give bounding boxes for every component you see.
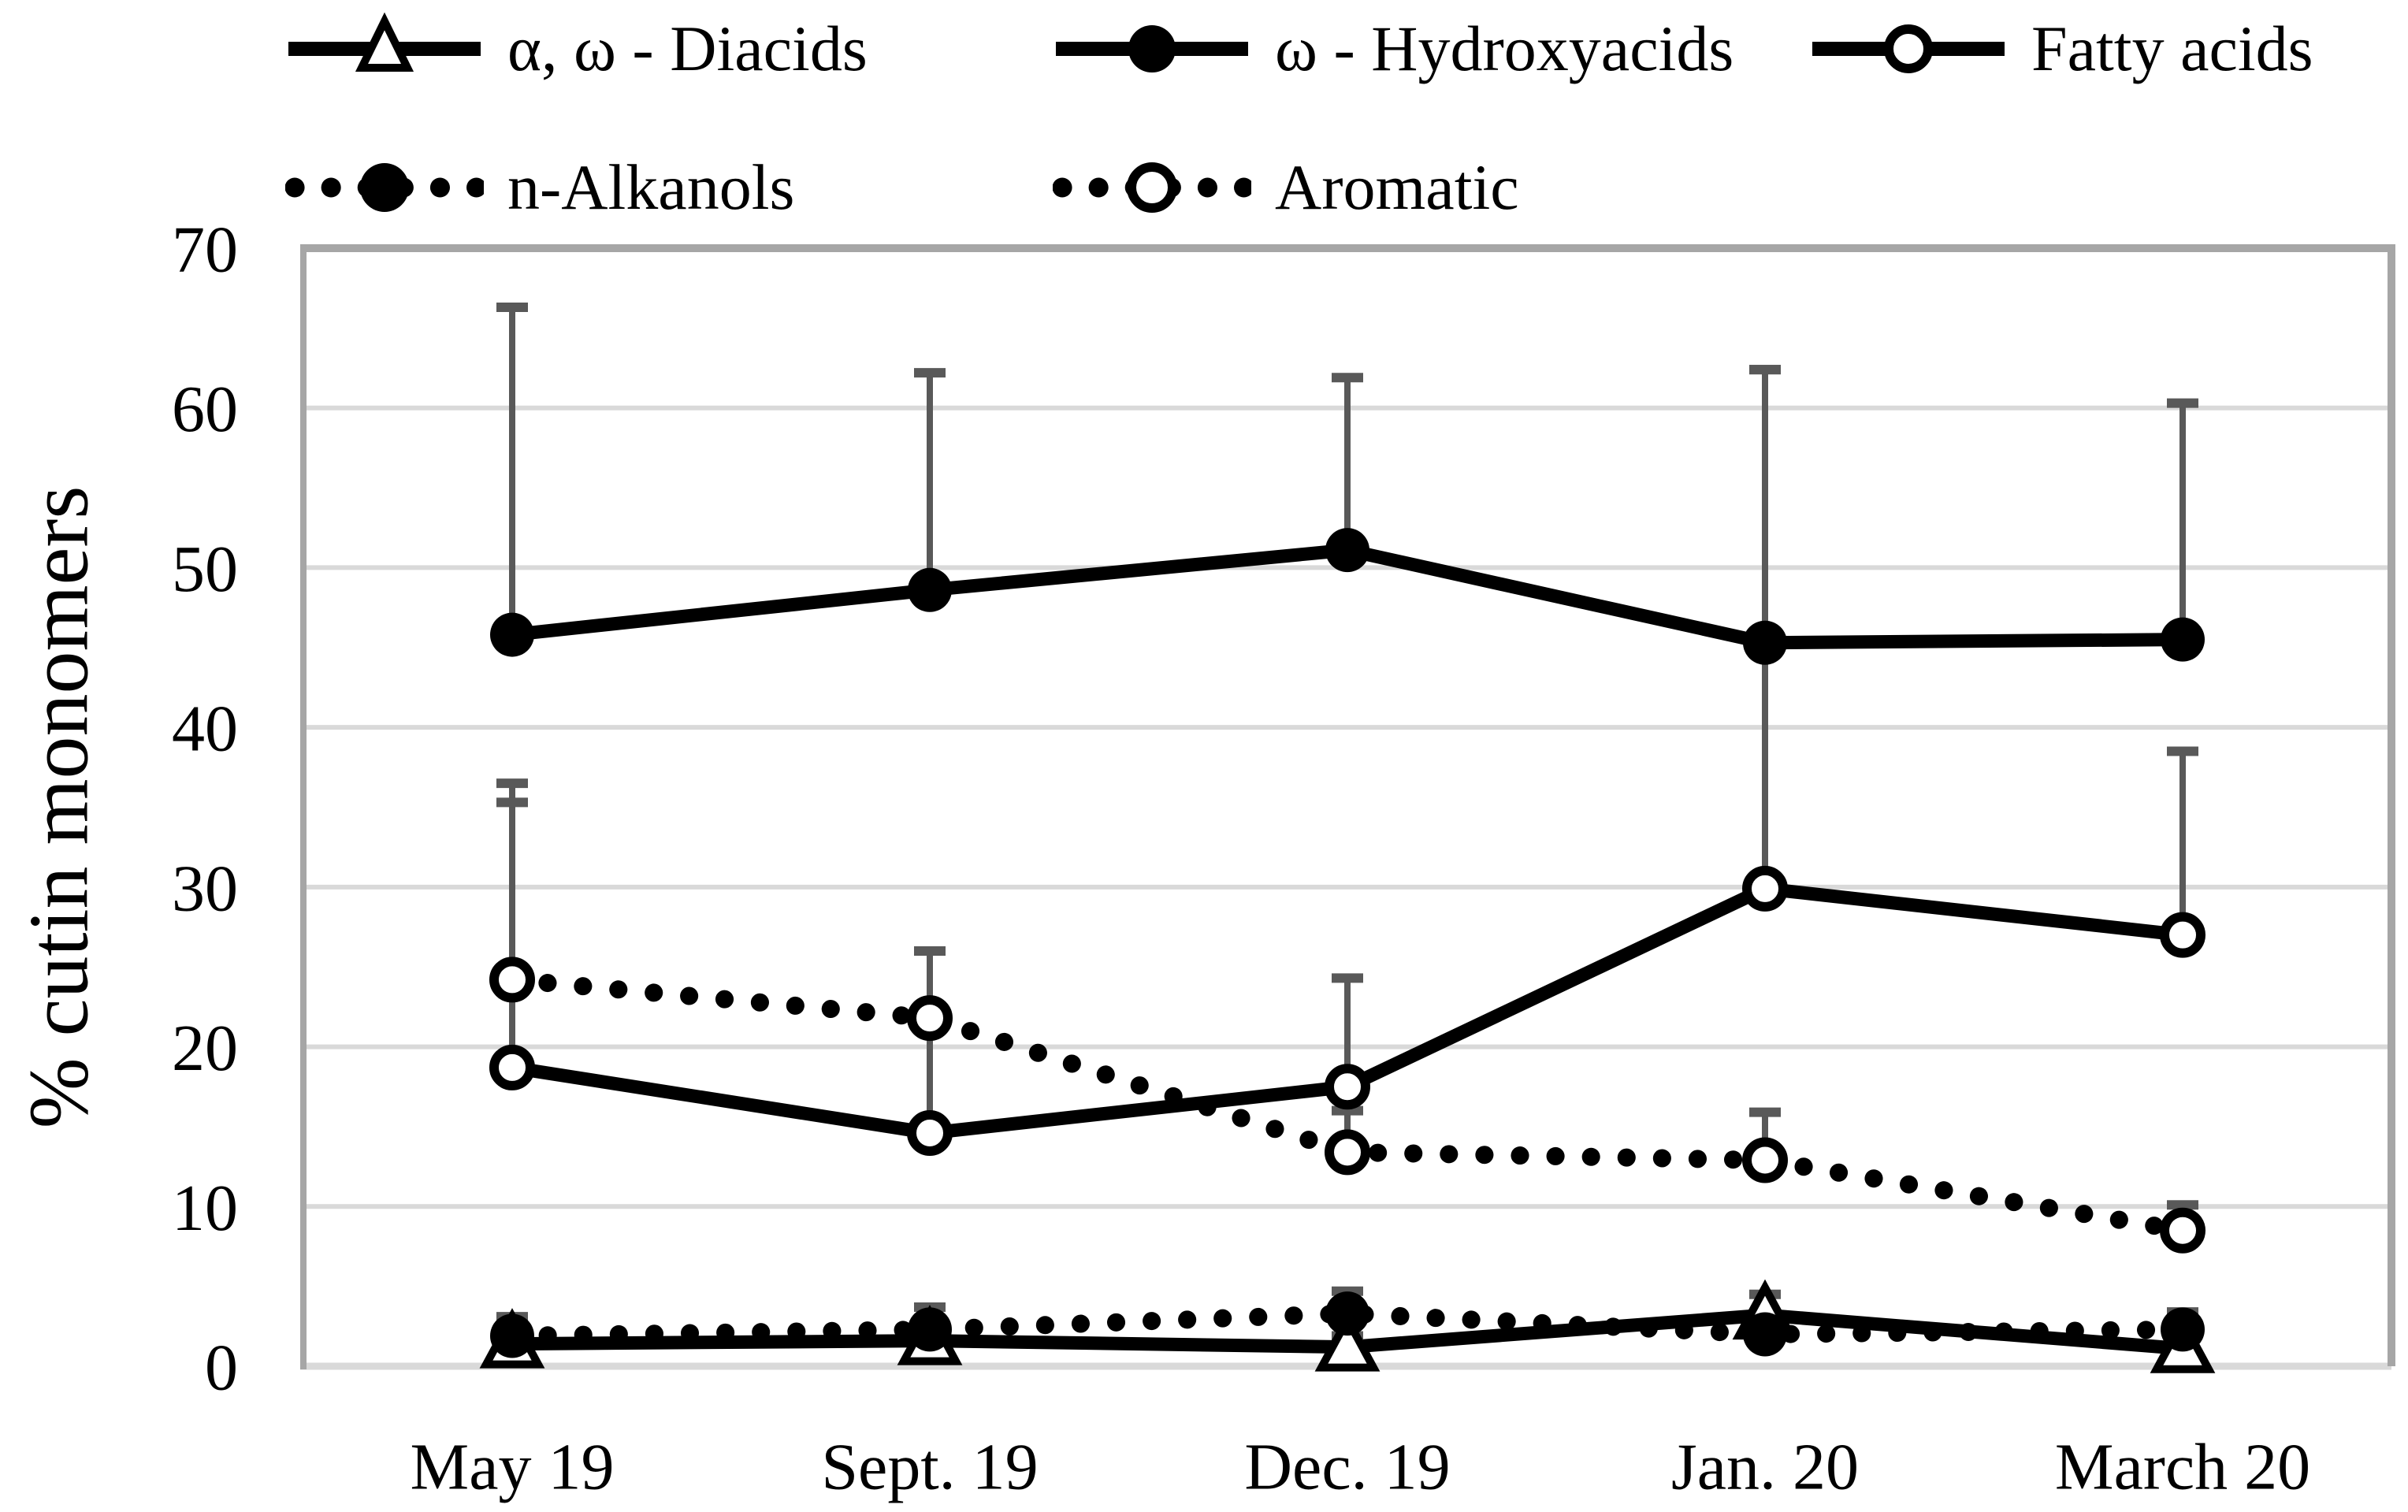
legend-label-diacids: α, ω - Diacids (507, 13, 868, 84)
legend-item-diacids: α, ω - Diacids (285, 9, 868, 88)
marker-open-circle-aromatic (1325, 1129, 1370, 1176)
legend-item-n-alkanols: n-Alkanols (285, 148, 794, 227)
legend-swatch-solid-open-circle-icon (1812, 24, 2005, 73)
marker-filled-circle-hydroxyacids (908, 567, 952, 612)
x-category-label: Sept. 19 (821, 1431, 1038, 1504)
legend-swatch-solid-open-triangle-icon (288, 12, 481, 72)
legend-label-n-alkanols: n-Alkanols (507, 151, 795, 223)
marker-open-circle-fatty-acids (2160, 912, 2205, 958)
marker-open-circle-aromatic (1742, 1137, 1788, 1183)
marker-open-circle-aromatic (2160, 1207, 2205, 1254)
marker-open-circle-fatty-acids (1325, 1064, 1370, 1110)
marker-filled-circle-hydroxyacids (490, 612, 534, 657)
legend-swatch-dotted-filled-circle-icon (285, 163, 484, 212)
marker-open-circle-fatty-acids (907, 1110, 953, 1157)
marker-filled-circle-n-alkanols (908, 1307, 952, 1352)
marker-filled-circle-n-alkanols (1743, 1312, 1787, 1357)
marker-open-circle-fatty-acids (1742, 865, 1788, 912)
y-tick-label: 10 (172, 1172, 238, 1245)
marker-filled-circle-n-alkanols (1325, 1291, 1369, 1336)
y-tick-label: 40 (172, 693, 238, 766)
legend-item-fatty-acids: Fatty acids (1809, 9, 2313, 88)
legend-label-hydroxyacids: ω - Hydroxyacids (1275, 13, 1734, 84)
x-category-label: May 19 (411, 1431, 615, 1504)
marker-open-circle-aromatic (907, 995, 953, 1042)
marker-open-circle-fatty-acids (489, 1044, 535, 1090)
y-tick-label: 50 (172, 533, 238, 606)
series-line-n-alkanols (503, 1304, 2192, 1345)
marker-filled-circle-hydroxyacids (1743, 620, 1787, 665)
y-axis-title: % cutin monomers (13, 486, 106, 1129)
y-tick-label: 20 (172, 1012, 238, 1085)
x-category-label: Jan. 20 (1671, 1431, 1859, 1504)
marker-open-triangle-diacids (1314, 1311, 1381, 1372)
legend-item-aromatic: Aromatic (1053, 148, 1519, 227)
legend-label-fatty-acids: Fatty acids (2031, 13, 2313, 84)
marker-filled-circle-n-alkanols (2161, 1307, 2205, 1352)
legend-swatch-solid-filled-circle-icon (1056, 25, 1248, 72)
marker-filled-circle-hydroxyacids (1325, 528, 1369, 573)
marker-filled-circle-n-alkanols (490, 1313, 534, 1358)
legend-swatch-dotted-open-circle-icon (1053, 162, 1251, 213)
y-tick-label: 0 (205, 1332, 238, 1405)
y-tick-label: 30 (172, 852, 238, 925)
legend-item-hydroxyacids: ω - Hydroxyacids (1053, 9, 1734, 88)
y-tick-label: 70 (172, 214, 238, 287)
x-category-label: March 20 (2055, 1431, 2310, 1504)
y-tick-label: 60 (172, 373, 238, 446)
x-category-label: Dec. 19 (1244, 1431, 1450, 1504)
marker-filled-circle-hydroxyacids (2161, 617, 2205, 662)
marker-open-circle-aromatic (489, 957, 535, 1003)
legend-label-aromatic: Aromatic (1275, 151, 1519, 223)
